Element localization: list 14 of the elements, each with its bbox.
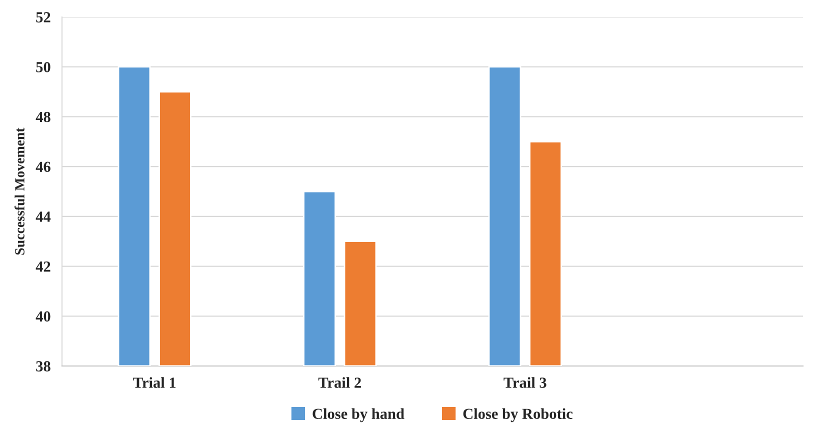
x-tick-label: Trial 1 [133,377,176,388]
x-tick-label: Trail 3 [504,377,546,388]
y-tick-label: 38 [36,361,50,372]
x-tick-label: Trail 2 [318,377,361,388]
y-axis-title: Successful Movement [14,128,24,255]
legend-label: Close by hand [312,408,404,422]
y-tick-label: 42 [36,261,50,272]
y-tick-label: 46 [36,162,50,172]
y-tick-label: 48 [36,112,50,122]
legend-label: Close by Robotic [463,408,573,422]
y-tick-label: 52 [36,12,50,22]
y-tick-label: 40 [36,311,50,322]
y-tick-label: 50 [36,62,50,72]
y-tick-label: 44 [36,212,51,222]
